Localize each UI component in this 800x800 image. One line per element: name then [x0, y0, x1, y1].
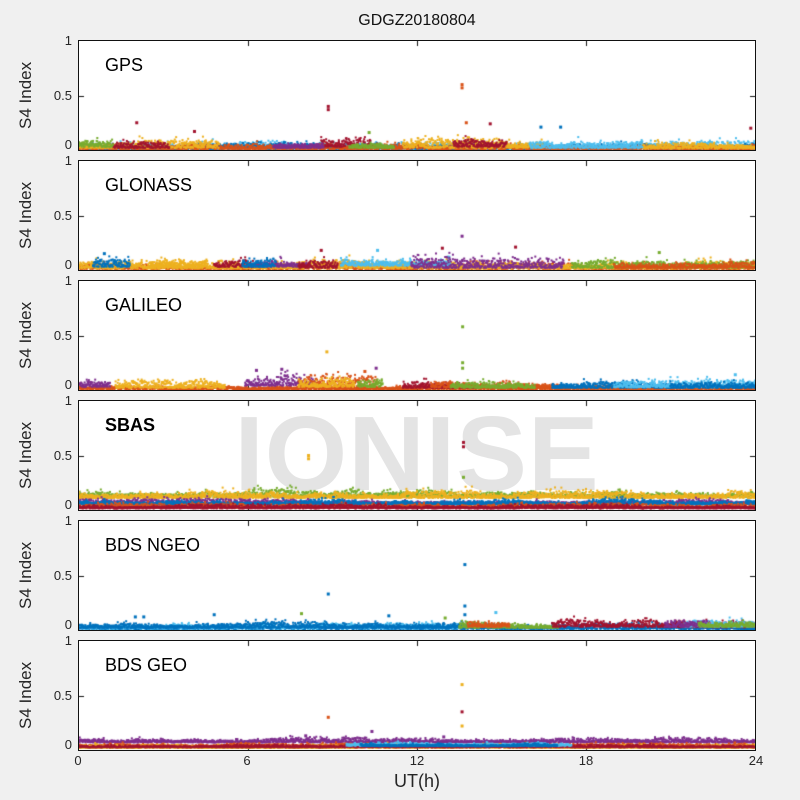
y-tick-label: 0: [64, 377, 72, 392]
y-tick-label: 1: [64, 33, 72, 48]
plot-area-galileo: GALILEO: [78, 280, 756, 391]
scatter-canvas-sbas: [79, 401, 755, 510]
plot-area-bds-geo: BDS GEO: [78, 640, 756, 751]
panel-sbas: S4 Index 1 0.5 0 IONISE SBAS: [0, 393, 800, 512]
y-axis-label: S4 Index: [16, 61, 35, 130]
figure-title: GDGZ20180804: [358, 12, 476, 29]
panel-galileo: S4 Index 1 0.5 0 GALILEO: [0, 273, 800, 392]
y-tick-label: 1: [64, 273, 72, 288]
scatter-canvas-bds-ngeo: [79, 521, 755, 630]
y-tick-label: 0.5: [53, 448, 72, 463]
y-axis-label: S4 Index: [16, 301, 35, 370]
panel-label-gps: GPS: [105, 55, 144, 75]
x-tick-label: 18: [578, 753, 594, 768]
x-tick-label: 24: [748, 753, 764, 768]
y-axis-label: S4 Index: [16, 541, 35, 610]
y-tick-label: 0: [64, 497, 72, 512]
x-axis-ticks: 0 6 12 18 24: [0, 753, 800, 771]
y-tick-label: 0.5: [53, 568, 72, 583]
y-tick-label: 0.5: [53, 328, 72, 343]
panel-label-bds-ngeo: BDS NGEO: [105, 535, 201, 555]
y-tick-label: 0.5: [53, 88, 72, 103]
plot-area-bds-ngeo: BDS NGEO: [78, 520, 756, 631]
plot-area-glonass: GLONASS: [78, 160, 756, 271]
y-tick-label: 0: [64, 137, 72, 152]
panel-gps: S4 Index 1 0.5 0 GPS: [0, 33, 800, 152]
y-tick-label: 0: [64, 257, 72, 272]
panel-bds-geo: S4 Index 1 0.5 0 BDS GEO: [0, 633, 800, 752]
y-axis-label: S4 Index: [16, 181, 35, 250]
panel-label-galileo: GALILEO: [105, 295, 183, 315]
y-tick-label: 1: [64, 633, 72, 648]
y-tick-label: 1: [64, 393, 72, 408]
y-tick-label: 0: [64, 737, 72, 752]
panel-glonass: S4 Index 1 0.5 0 GLONASS: [0, 153, 800, 272]
y-axis-label: S4 Index: [16, 661, 35, 730]
scatter-canvas-galileo: [79, 281, 755, 390]
scatter-canvas-bds-geo: [79, 641, 755, 750]
panel-label-sbas: SBAS: [105, 415, 156, 435]
scatter-canvas-gps: [79, 41, 755, 150]
x-tick-label: 12: [409, 753, 425, 768]
scatter-canvas-glonass: [79, 161, 755, 270]
y-tick-label: 0.5: [53, 688, 72, 703]
panel-bds-ngeo: S4 Index 1 0.5 0 BDS NGEO: [0, 513, 800, 632]
panel-label-glonass: GLONASS: [105, 175, 193, 195]
x-tick-label: 0: [74, 753, 82, 768]
plot-area-gps: GPS: [78, 40, 756, 151]
y-tick-label: 0.5: [53, 208, 72, 223]
y-axis-label: S4 Index: [16, 421, 35, 490]
y-tick-label: 1: [64, 153, 72, 168]
y-tick-label: 1: [64, 513, 72, 528]
x-axis-label: UT(h): [394, 771, 440, 791]
y-tick-label: 0: [64, 617, 72, 632]
x-tick-label: 6: [243, 753, 251, 768]
plot-area-sbas: IONISE SBAS: [78, 400, 756, 511]
panel-label-bds-geo: BDS GEO: [105, 655, 188, 675]
